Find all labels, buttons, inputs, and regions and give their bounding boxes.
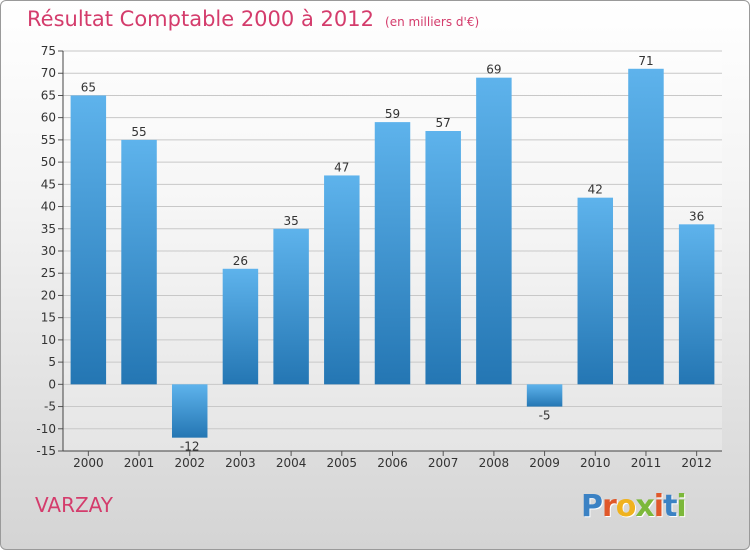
logo-letter: i xyxy=(676,489,686,524)
y-tick-label: 45 xyxy=(41,177,56,191)
logo-letter: o xyxy=(615,489,637,524)
data-label: 57 xyxy=(436,116,451,130)
data-label: -12 xyxy=(180,440,200,454)
y-tick-label: 10 xyxy=(41,333,56,347)
x-tick-label: 2008 xyxy=(479,456,510,470)
logo-letter: i xyxy=(653,489,664,524)
y-tick-label: 0 xyxy=(48,377,56,391)
logo-letter: r xyxy=(602,489,617,524)
y-tick-label: 60 xyxy=(41,111,56,125)
x-tick-label: 2005 xyxy=(327,456,358,470)
data-label: 26 xyxy=(233,254,248,268)
y-tick-label: -5 xyxy=(44,400,56,414)
bar xyxy=(476,77,512,385)
logo-letter: P xyxy=(581,489,603,524)
data-label: 42 xyxy=(588,183,603,197)
x-tick-label: 2012 xyxy=(681,456,712,470)
bar xyxy=(70,95,107,385)
x-tick-label: 2004 xyxy=(276,456,307,470)
x-tick-label: 2006 xyxy=(377,456,408,470)
y-tick-label: 15 xyxy=(41,311,56,325)
chart-unit: (en milliers d'€) xyxy=(385,15,480,29)
x-tick-label: 2010 xyxy=(580,456,611,470)
y-tick-label: 30 xyxy=(41,244,56,258)
y-tick-label: 70 xyxy=(41,66,56,80)
bar xyxy=(577,197,614,385)
bar xyxy=(324,175,360,385)
y-tick-label: -10 xyxy=(36,422,56,436)
bar xyxy=(273,228,309,385)
bar xyxy=(171,384,208,438)
x-tick-label: 2009 xyxy=(529,456,560,470)
y-tick-label: 65 xyxy=(41,88,56,102)
logo-letter: t xyxy=(663,489,677,524)
data-label: 59 xyxy=(385,107,400,121)
bar xyxy=(425,131,461,385)
bar xyxy=(678,224,715,385)
data-label: 71 xyxy=(638,54,653,68)
bar xyxy=(628,68,664,385)
data-label: -5 xyxy=(539,409,551,423)
x-tick-label: 2007 xyxy=(428,456,459,470)
bar xyxy=(121,139,157,385)
data-label: 35 xyxy=(283,214,298,228)
y-tick-label: 55 xyxy=(41,133,56,147)
x-tick-label: 2001 xyxy=(124,456,155,470)
x-tick-label: 2002 xyxy=(174,456,205,470)
title-row: Résultat Comptable 2000 à 2012 (en milli… xyxy=(27,7,479,31)
data-label: 36 xyxy=(689,209,704,223)
proxiti-logo[interactable]: Proxiti xyxy=(581,489,687,524)
y-tick-label: 40 xyxy=(41,200,56,214)
y-tick-label: 20 xyxy=(41,288,56,302)
y-tick-label: 5 xyxy=(48,355,56,369)
y-tick-label: 75 xyxy=(41,44,56,58)
chart-title: Résultat Comptable 2000 à 2012 xyxy=(27,7,374,31)
x-tick-label: 2003 xyxy=(225,456,256,470)
data-label: 47 xyxy=(334,160,349,174)
y-tick-label: -15 xyxy=(36,444,56,458)
y-tick-label: 25 xyxy=(41,266,56,280)
x-tick-label: 2000 xyxy=(73,456,104,470)
commune-name: VARZAY xyxy=(35,493,114,517)
logo-letter: x xyxy=(635,489,654,524)
bar xyxy=(222,268,259,385)
y-tick-label: 35 xyxy=(41,222,56,236)
data-label: 69 xyxy=(486,63,501,77)
y-tick-label: 50 xyxy=(41,155,56,169)
bar xyxy=(374,122,411,385)
data-label: 65 xyxy=(81,80,96,94)
x-tick-label: 2011 xyxy=(631,456,662,470)
data-label: 55 xyxy=(131,125,146,139)
bar xyxy=(526,384,563,407)
